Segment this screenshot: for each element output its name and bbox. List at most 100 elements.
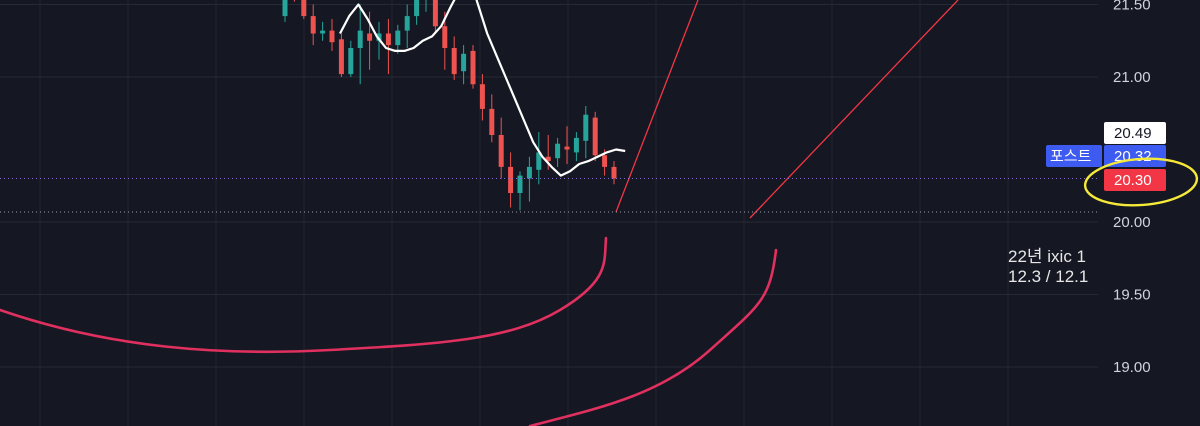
candle-body: [414, 0, 420, 17]
candle: [611, 161, 617, 185]
price-tag-prefix-bg: [1046, 145, 1102, 167]
candle-body: [592, 117, 598, 156]
price-tag: 포스트 20.32: [1046, 145, 1166, 167]
price-tag: 20.49: [1104, 122, 1166, 144]
candle-body: [282, 0, 288, 17]
candle: [310, 4, 316, 46]
candle-body: [517, 175, 523, 193]
price-lines: [0, 178, 1098, 213]
candle-body: [367, 33, 373, 41]
candle-body: [564, 146, 570, 150]
candle: [489, 94, 495, 143]
annotation-line-1: 22년 ixic 1: [1008, 247, 1086, 266]
candle-body: [555, 143, 561, 159]
candle-body: [602, 155, 608, 167]
grid: [0, 0, 1098, 426]
candle-body: [404, 16, 410, 31]
trendlines: [615, 0, 959, 219]
candle-body: [348, 48, 354, 75]
y-axis[interactable]: 21.50 21.00 20.00 19.50 19.00: [1113, 0, 1151, 376]
candle-body: [479, 84, 485, 109]
trendline-1: [615, 0, 699, 213]
y-tick-label: 21.50: [1113, 0, 1151, 14]
curve-1: [0, 236, 608, 354]
y-tick-label: 19.00: [1113, 359, 1151, 376]
candle: [451, 36, 457, 80]
highlight-ellipse: [1083, 157, 1199, 207]
candle-body: [573, 137, 579, 153]
ma-line: [339, 0, 626, 177]
candle: [583, 106, 589, 159]
candle-body: [442, 26, 448, 48]
candle-body: [301, 0, 307, 17]
candle: [442, 11, 448, 70]
candle: [348, 40, 354, 77]
candle-body: [545, 156, 551, 162]
candle: [414, 0, 420, 25]
candle: [564, 126, 570, 164]
candle: [425, 0, 427, 12]
candle: [498, 117, 504, 179]
candle: [282, 0, 288, 22]
candle: [301, 0, 307, 19]
price-tag-prefix: 포스트: [1050, 148, 1092, 165]
y-tick-label: 19.50: [1113, 287, 1151, 304]
candle: [592, 111, 598, 162]
candle: [404, 4, 410, 48]
candle-body: [310, 16, 316, 34]
highlight-circle: [1083, 157, 1199, 207]
price-tag-bg: [1104, 122, 1166, 144]
annotation: 22년 ixic 1 12.3 / 12.1: [1008, 247, 1088, 286]
candle: [320, 21, 326, 41]
candle: [293, 0, 295, 2]
candle: [432, 0, 438, 34]
candle: [395, 24, 401, 54]
candle-body: [329, 30, 335, 43]
candle-body: [357, 30, 363, 48]
candle: [329, 19, 335, 51]
candle-body: [451, 48, 457, 75]
candle-body: [526, 166, 532, 179]
candle: [536, 132, 542, 185]
moving-average: [339, 0, 626, 177]
candle-body: [320, 30, 326, 34]
candle-body: [470, 50, 476, 85]
candle: [470, 45, 476, 89]
y-tick-label: 21.00: [1113, 69, 1151, 86]
candle-body: [461, 53, 467, 72]
candle-body: [395, 30, 401, 46]
candle: [479, 74, 485, 121]
candle: [573, 132, 579, 162]
price-tags: 20.49 포스트 20.32 20.30: [1046, 122, 1166, 191]
candle: [357, 4, 363, 85]
candle: [338, 33, 344, 77]
price-tag-label: 20.49: [1114, 125, 1152, 142]
candle-body: [432, 0, 438, 27]
candle-body: [338, 39, 344, 75]
trendline-2: [749, 0, 959, 219]
candle-body: [508, 166, 514, 193]
y-tick-label: 20.00: [1113, 214, 1151, 231]
annotation-line-2: 12.3 / 12.1: [1008, 267, 1088, 286]
candle-body: [611, 166, 617, 179]
candle-body: [385, 33, 391, 46]
price-tag: 20.30: [1104, 169, 1166, 191]
price-tag-bg: [1104, 169, 1166, 191]
curve-2: [528, 248, 778, 426]
candle: [555, 137, 561, 167]
candle-body: [583, 114, 589, 141]
candle-body: [376, 33, 382, 41]
price-tag-label: 20.30: [1114, 172, 1152, 189]
candle-body: [498, 135, 504, 167]
candle-body: [536, 152, 542, 170]
candle: [385, 19, 391, 75]
candle: [461, 45, 467, 85]
candle-body: [489, 108, 495, 135]
candle: [526, 156, 532, 202]
candles: [282, 0, 617, 211]
candle: [508, 152, 514, 208]
candle: [517, 171, 523, 211]
drawn-curves: [0, 236, 778, 426]
